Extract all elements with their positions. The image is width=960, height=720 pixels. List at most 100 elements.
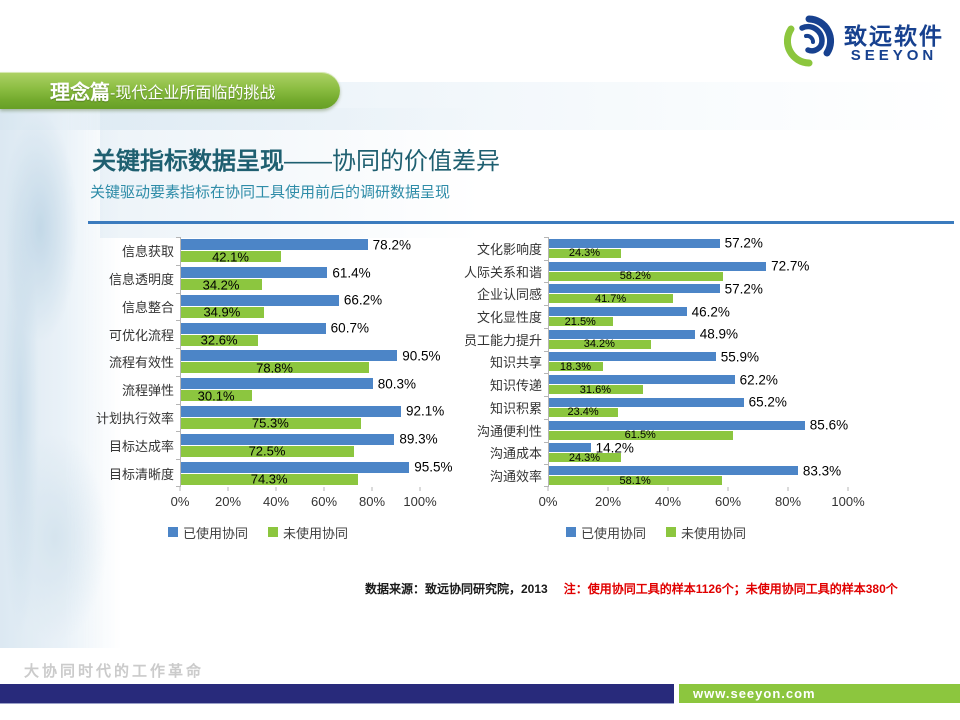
bar-unused: 31.6% — [548, 383, 643, 396]
title-divider-line — [88, 221, 954, 224]
value-label-used: 92.1% — [406, 403, 445, 419]
footer-url: www.seeyon.com — [679, 684, 960, 703]
value-label-unused: 72.5% — [248, 443, 286, 459]
chart-row: 流程有效性 90.5% 78.8% — [96, 348, 440, 376]
legend-swatch-icon — [666, 527, 676, 538]
value-label-unused: 31.6% — [579, 383, 611, 396]
bar-used: 61.4% — [180, 265, 371, 280]
chart-row: 知识传递 62.2% 31.6% — [464, 372, 848, 396]
y-axis-tick — [176, 348, 180, 350]
legend-label: 未使用协同 — [681, 525, 747, 541]
chart-process-metrics: 信息获取 78.2% 42.1% 信息透明度 61.4% 34.2% 信息整合 66.2% 34… — [96, 237, 452, 542]
category-label: 知识共享 — [489, 355, 542, 371]
y-axis-tick — [544, 305, 548, 307]
bar-used: 57.2% — [548, 236, 763, 251]
chart-culture-metrics: 文化影响度 57.2% 24.3% 人际关系和谐 72.7% 58.2% 企业认同感 57.2… — [464, 236, 865, 542]
x-axis-tick-label: 60% — [310, 493, 338, 509]
category-label: 可优化流程 — [108, 327, 174, 343]
chart-row: 知识共享 55.9% 18.3% — [464, 349, 848, 374]
chart-row: 企业认同感 57.2% 41.7% — [464, 281, 848, 305]
x-axis-tick-label: 100% — [831, 493, 865, 509]
category-label: 流程有效性 — [108, 355, 174, 371]
x-axis-tick — [667, 486, 669, 491]
logo-english-name: SEEYON — [850, 46, 938, 64]
value-label-unused: 58.2% — [619, 270, 651, 283]
bar-unused: 21.5% — [548, 316, 613, 328]
value-label-used: 61.4% — [332, 265, 371, 281]
y-axis-tick — [544, 441, 548, 443]
value-label-unused: 61.5% — [624, 429, 656, 442]
value-label-used: 66.2% — [343, 292, 383, 308]
y-axis-tick — [544, 237, 548, 238]
data-source-text: 数据来源：致远协同研究院，2013 — [365, 582, 548, 596]
bar-unused: 74.3% — [180, 471, 359, 487]
bar-group: 57.2% 41.7% — [548, 281, 848, 305]
bar-unused: 72.5% — [180, 443, 354, 459]
bar-unused: 32.6% — [180, 332, 259, 348]
x-axis-tick-label: 80% — [358, 493, 386, 509]
bar-group: 95.5% 74.3% — [180, 459, 452, 487]
bar-group: 55.9% 18.3% — [548, 349, 848, 374]
bar-used: 55.9% — [548, 349, 759, 364]
x-axis-tick — [547, 486, 549, 491]
value-label-used: 48.9% — [699, 326, 738, 342]
x-axis-tick-label: 40% — [654, 493, 682, 509]
chart-row: 目标达成率 89.3% 72.5% — [96, 431, 438, 459]
x-axis-tick-label: 20% — [594, 493, 622, 509]
y-axis-tick — [544, 373, 548, 375]
y-axis-tick — [544, 486, 548, 487]
category-label: 计划执行效率 — [96, 410, 175, 426]
bar-used: 72.7% — [548, 259, 809, 274]
x-axis-tick — [727, 486, 729, 491]
bar-used: 80.3% — [180, 376, 416, 391]
bar-unused: 42.1% — [180, 249, 282, 264]
bar-used: 85.6% — [548, 418, 848, 433]
value-label-used: 78.2% — [372, 237, 411, 253]
y-axis-tick — [176, 320, 180, 322]
chart-row: 计划执行效率 92.1% 75.3% — [96, 404, 444, 432]
bar-group: 46.2% 21.5% — [548, 304, 848, 328]
bar-used: 92.1% — [180, 404, 444, 419]
bar-unused: 34.2% — [180, 277, 263, 292]
bar-unused: 24.3% — [548, 247, 621, 259]
value-label-unused: 74.3% — [250, 471, 288, 487]
x-axis-tick-label: 100% — [403, 493, 437, 509]
y-axis-tick — [176, 486, 180, 487]
value-label-unused: 75.3% — [251, 415, 289, 431]
bar-unused: 41.7% — [548, 293, 674, 305]
bar-group: 60.7% 32.6% — [180, 320, 420, 348]
value-label-unused: 32.6% — [200, 332, 238, 348]
value-label-unused: 18.3% — [559, 360, 592, 373]
x-axis-tick — [847, 486, 849, 491]
category-label: 人际关系和谐 — [464, 264, 543, 280]
y-axis-tick — [544, 350, 548, 352]
y-axis-tick — [544, 464, 548, 466]
value-label-used: 83.3% — [802, 463, 842, 479]
y-axis-tick — [176, 375, 180, 377]
legend-swatch-icon — [268, 527, 278, 538]
category-label: 知识传递 — [489, 378, 542, 394]
bar-group: 78.2% 42.1% — [180, 237, 420, 265]
value-label-used: 60.7% — [330, 320, 369, 336]
bar-group: 83.3% 58.1% — [548, 463, 848, 487]
bar-used: 14.2% — [548, 440, 634, 455]
bar-used: 78.2% — [180, 237, 411, 252]
x-axis-tick-label: 60% — [714, 493, 742, 509]
legend-item: 未使用协同 — [666, 523, 746, 542]
y-axis-tick — [544, 396, 548, 398]
value-label-unused: 24.3% — [568, 451, 601, 464]
category-label: 目标清晰度 — [108, 466, 174, 482]
value-label-unused: 78.8% — [256, 360, 293, 376]
value-label-unused: 58.1% — [619, 474, 651, 487]
sample-note-text: 注：使用协同工具的样本1126个；未使用协同工具的样本380个 — [563, 582, 898, 596]
watermark-text: 大协同时代的工作革命 — [24, 663, 205, 680]
legend-swatch-icon — [167, 527, 178, 538]
chart-row: 目标清晰度 95.5% 74.3% — [96, 459, 452, 487]
category-label: 知识积累 — [489, 400, 542, 416]
chart-row: 文化影响度 57.2% 24.3% — [464, 236, 848, 260]
bar-used: 46.2% — [548, 304, 730, 319]
footnote: 数据来源：致远协同研究院，2013 注：使用协同工具的样本1126个；未使用协同… — [365, 580, 898, 597]
bar-used: 62.2% — [548, 372, 778, 387]
x-axis-tick — [179, 486, 181, 491]
legend-label: 未使用协同 — [283, 525, 349, 541]
